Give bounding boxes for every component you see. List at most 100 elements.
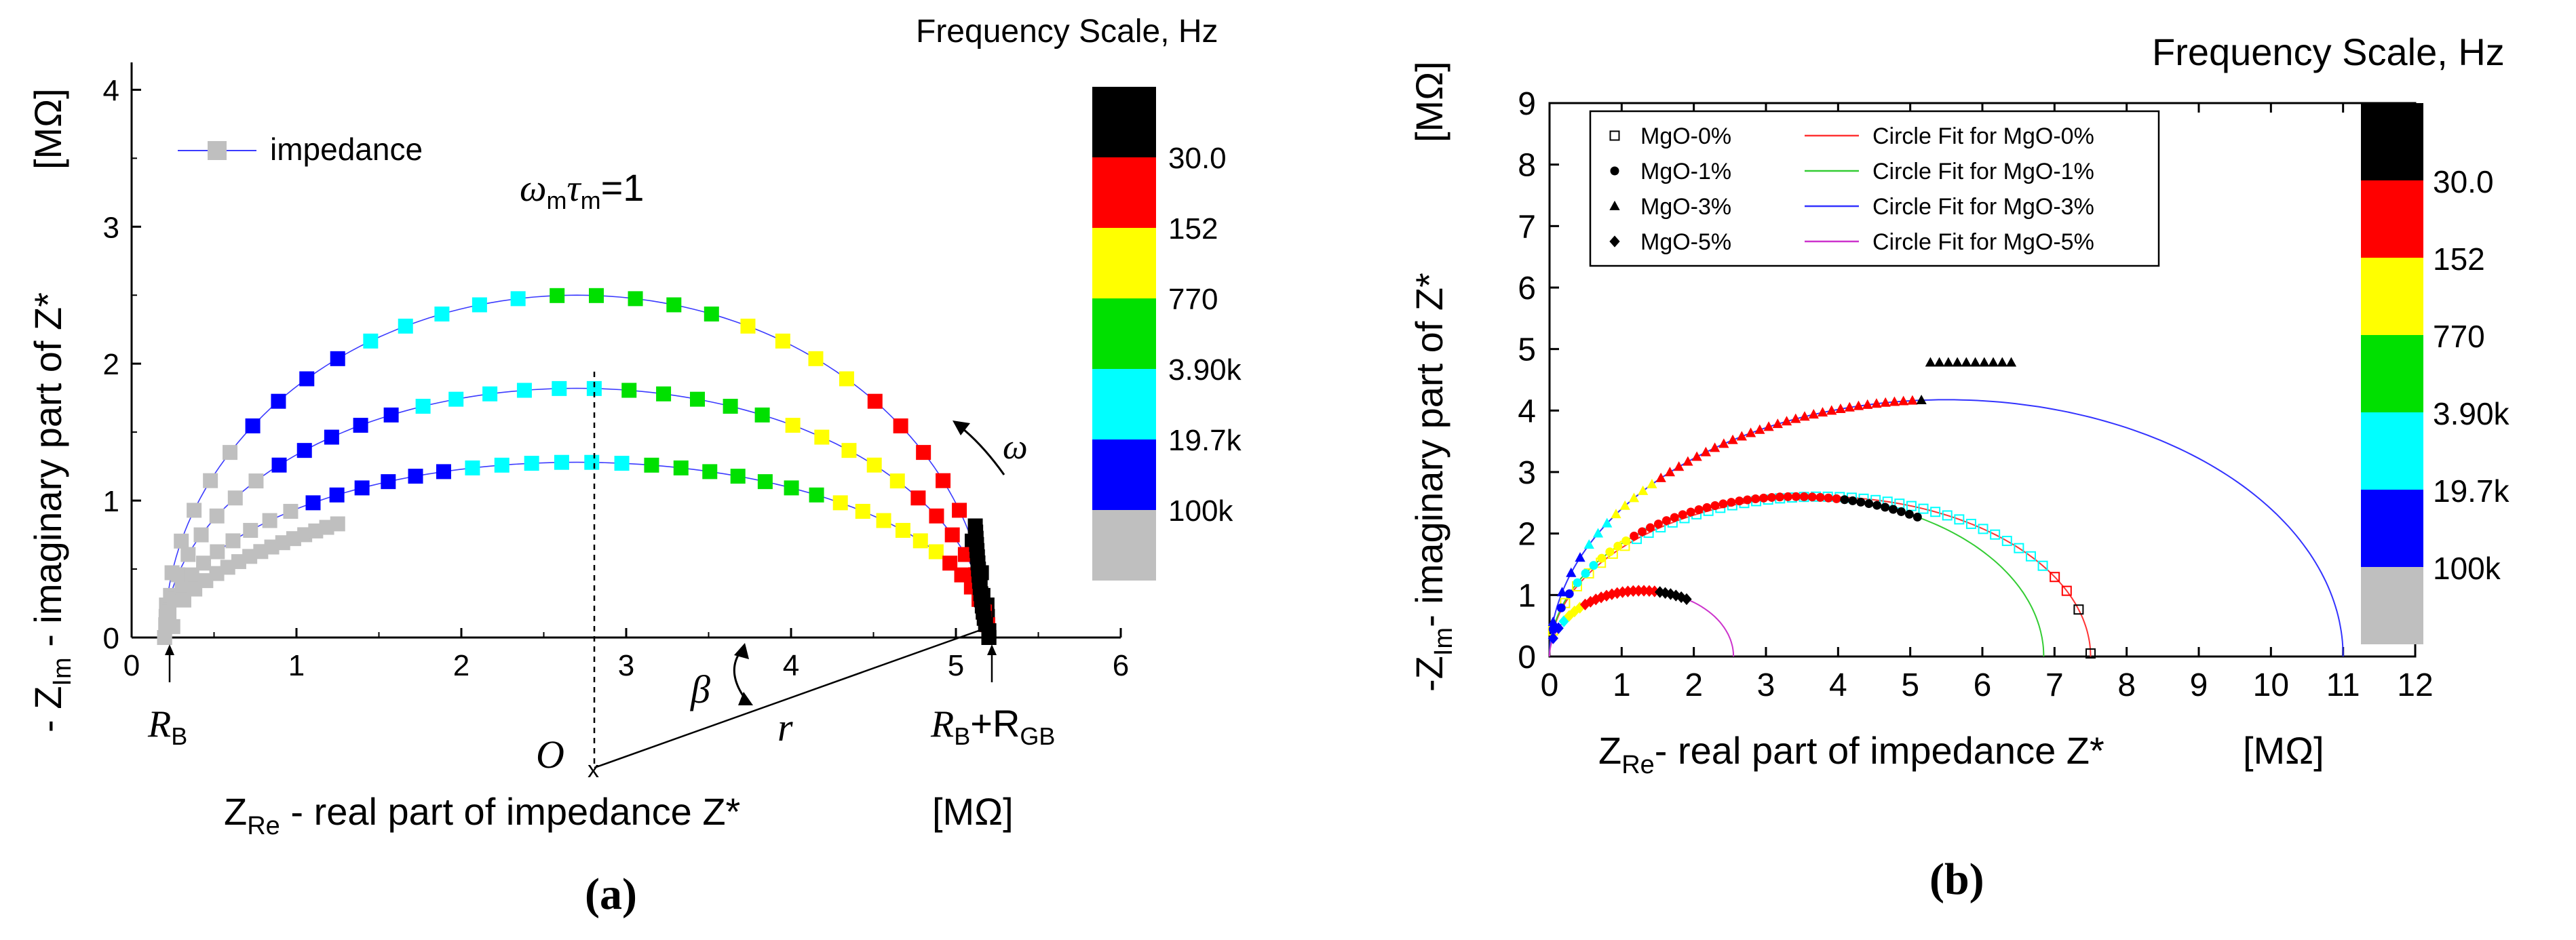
panel-b-data-point xyxy=(1790,413,1801,423)
panel-b-data-point xyxy=(1612,587,1623,600)
panel-b-data-point xyxy=(1590,593,1601,606)
panel-b-data-point xyxy=(1791,492,1801,501)
panel-b-data-point xyxy=(2001,536,2012,547)
panel-b-y-title-sub: Im xyxy=(1429,627,1458,656)
panel-b-data-point xyxy=(1653,520,1663,529)
rbgb-arrowhead xyxy=(987,644,997,655)
panel-b-colorbar-label: 770 xyxy=(2433,319,2485,354)
panel-b-x-tick-label: 7 xyxy=(2045,667,2064,703)
panel-b-data-point xyxy=(1558,615,1569,627)
panel-b-data-point xyxy=(1997,357,2007,367)
panel-b-data-point xyxy=(1674,461,1685,471)
panel-a-data-point xyxy=(754,407,770,423)
omega-tau-tsub: m xyxy=(581,187,601,214)
panel-a-y-tick-label: 0 xyxy=(103,622,119,655)
panel-a-data-point xyxy=(296,443,312,458)
panel-b-y-tick-label: 2 xyxy=(1518,517,1536,553)
panel-b-legend-label: MgO-1% xyxy=(1640,159,1731,184)
panel-b-data-point xyxy=(1978,524,1988,534)
panel-b-legend-fit-label: Circle Fit for MgO-3% xyxy=(1872,194,2094,220)
panel-a-data-point xyxy=(330,516,345,532)
panel-b-data-point xyxy=(1775,492,1784,502)
panel-b-data-point xyxy=(1630,531,1639,541)
panel-b-data-point xyxy=(1912,512,1922,522)
panel-b-data-point xyxy=(1718,438,1729,448)
panel-b-data-point xyxy=(1817,407,1828,417)
panel-a-x-tick-label: 5 xyxy=(948,649,964,682)
panel-b-fit-curves xyxy=(1549,399,2344,657)
panel-a-y-tick-label: 1 xyxy=(103,485,119,518)
panel-b-legend-label: MgO-3% xyxy=(1640,194,1731,220)
panel-b-data-point xyxy=(1702,503,1712,512)
panel-b-colorbar-segment xyxy=(2361,180,2423,258)
panel-a-data-point xyxy=(434,306,450,321)
panel-b-data-point xyxy=(1896,507,1906,516)
panel-b-colorbar-label: 3.90k xyxy=(2433,396,2510,431)
panel-a-x-tick-label: 3 xyxy=(618,649,634,682)
panel-a-data-point xyxy=(957,547,973,562)
panel-b-data-point xyxy=(1694,505,1704,514)
panel-b-x-tick-label: 0 xyxy=(1541,667,1559,703)
panel-a-data-point xyxy=(516,383,532,398)
panel-a-data-point xyxy=(912,533,928,549)
panel-a-data-point xyxy=(942,555,958,571)
panel-a-data-point xyxy=(299,371,315,387)
omega-arrowhead xyxy=(953,420,970,435)
panel-b-x-title-rest: - real part of impedance Z* xyxy=(1655,729,2104,772)
panel-b-data-point xyxy=(1832,494,1841,503)
panel-b-data-point xyxy=(1907,395,1918,405)
panel-b-data-point xyxy=(1691,451,1702,461)
panel-b-data-point xyxy=(1925,357,1936,367)
panel-a-data-point xyxy=(223,445,238,461)
panel-a-colorbar-segment xyxy=(1092,157,1156,228)
panel-a-x-tick-label: 0 xyxy=(123,649,140,682)
panel-b-data-point xyxy=(2050,572,2060,583)
panel-a-data-point xyxy=(165,619,180,634)
panel-a-data-point xyxy=(170,567,186,583)
panel-b-colorbar-segment xyxy=(2361,258,2423,335)
panel-a-data-point xyxy=(944,527,960,543)
panel-a-data-point xyxy=(893,418,908,433)
panel-b-y-axis-title: -ZIm- imaginary part of Z* xyxy=(1408,273,1458,692)
panel-a-data-point xyxy=(408,469,423,484)
panel-b-data-point xyxy=(1592,528,1604,538)
panel-b-x-tick-label: 9 xyxy=(2190,667,2208,703)
panel-b-data-point xyxy=(1610,166,1619,176)
panel-a-data-point xyxy=(839,371,854,387)
panel-a-data-point xyxy=(283,503,299,519)
panel-b-data-point xyxy=(1853,400,1864,410)
rbgb-label-plus: +R xyxy=(970,702,1020,745)
panel-a-y-tick-label: 3 xyxy=(103,211,119,244)
panel-a-data-point xyxy=(353,418,368,433)
panel-b-legend-box xyxy=(1589,110,2160,267)
panel-a-colorbar-label: 30.0 xyxy=(1168,142,1227,175)
panel-a-colorbar-segment xyxy=(1092,87,1156,157)
panel-b-points xyxy=(1547,357,2096,659)
panel-b-colorbar-label: 19.7k xyxy=(2433,473,2510,509)
panel-a-points xyxy=(157,288,997,645)
panel-a-data-point xyxy=(184,567,199,583)
panel-a-data-point xyxy=(929,508,944,524)
panel-b-data-point xyxy=(1743,495,1752,505)
panel-a-axes xyxy=(130,62,1122,639)
panel-b-y-tick-label: 5 xyxy=(1518,332,1536,368)
panel-a-data-point xyxy=(193,527,209,543)
panel-a-data-point xyxy=(785,418,801,433)
panel-a-x-tick-label: 1 xyxy=(288,649,305,682)
omega-arrow xyxy=(959,425,1005,475)
panel-a-colorbar-label: 19.7k xyxy=(1168,424,1242,457)
panel-b-x-title-sub: Re xyxy=(1621,751,1655,779)
panel-b-colorbar-segment xyxy=(2361,335,2423,412)
panel-a-data-point xyxy=(524,456,539,471)
panel-b-x-tick-label: 5 xyxy=(1901,667,1919,703)
panel-a-data-point xyxy=(702,464,718,479)
panel-b-data-point xyxy=(1856,497,1866,507)
panel-a-x-tick-label: 2 xyxy=(453,649,469,682)
panel-a-data-point xyxy=(689,391,705,407)
panel-b-data-point xyxy=(1566,567,1577,577)
panel-b-data-point xyxy=(1862,399,1873,409)
panel-b-data-point xyxy=(1840,495,1849,505)
panel-b-data-point xyxy=(1930,507,1941,517)
panel-b-legend: MgO-0% Circle Fit for MgO-0% MgO-1% Circle … xyxy=(1589,110,2160,267)
